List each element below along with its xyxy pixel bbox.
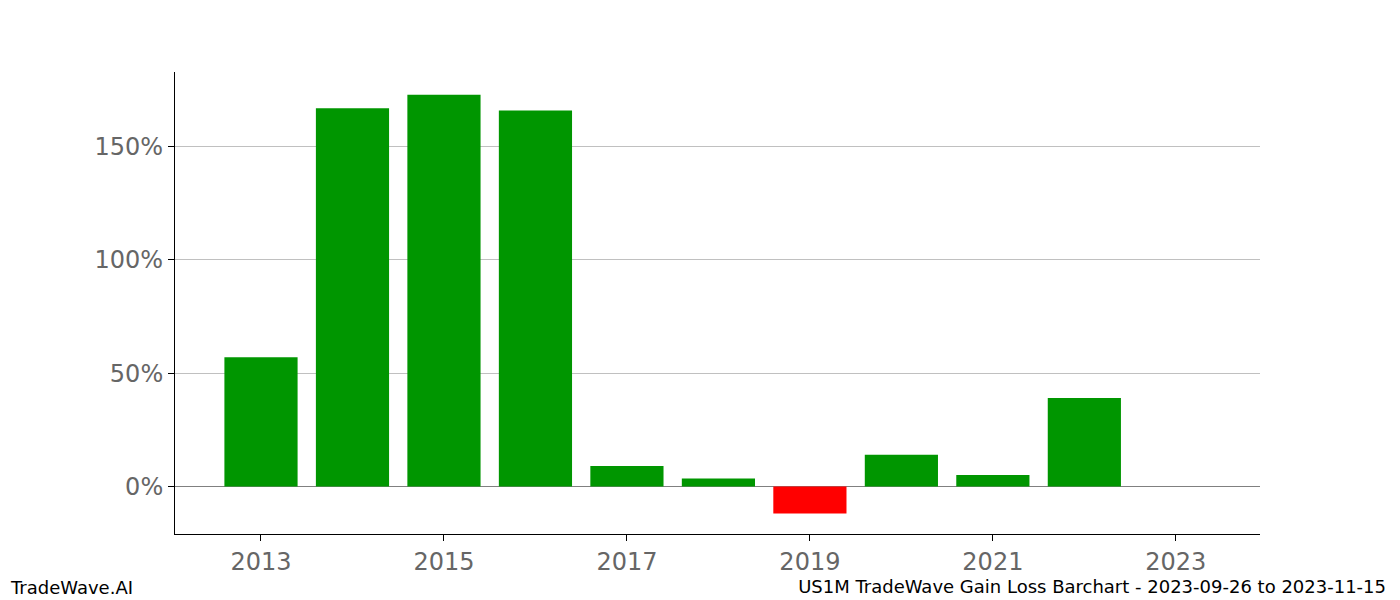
svg-text:TradeWave.AI: TradeWave.AI [10, 577, 133, 598]
svg-text:100%: 100% [95, 246, 164, 274]
svg-text:50%: 50% [110, 360, 163, 388]
svg-text:2019: 2019 [779, 548, 840, 576]
svg-text:US1M TradeWave Gain Loss Barch: US1M TradeWave Gain Loss Barchart - 2023… [798, 576, 1386, 597]
svg-text:0%: 0% [125, 473, 163, 501]
svg-text:2015: 2015 [413, 548, 474, 576]
svg-text:2023: 2023 [1145, 548, 1206, 576]
svg-text:2017: 2017 [596, 548, 657, 576]
svg-text:2013: 2013 [230, 548, 291, 576]
svg-text:2021: 2021 [962, 548, 1023, 576]
svg-text:150%: 150% [95, 133, 164, 161]
